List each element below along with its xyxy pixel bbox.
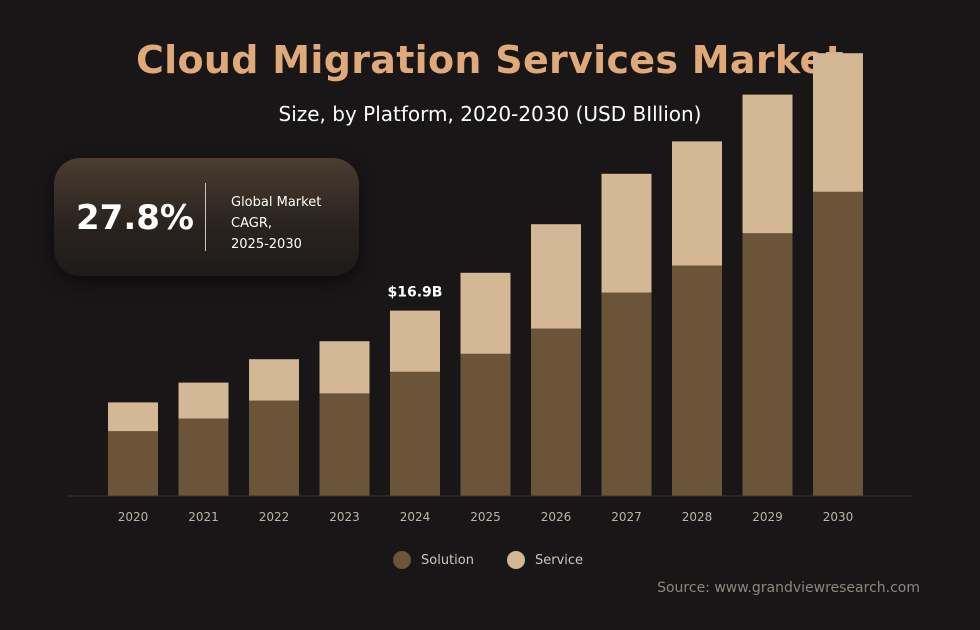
- bar-service-2021: [178, 382, 229, 419]
- bar-solution-2024: [390, 371, 440, 496]
- cagr-card: 27.8% Global Market CAGR, 2025-2030: [54, 158, 359, 276]
- x-tick-label: 2028: [682, 510, 713, 524]
- source-note: Source: www.grandviewresearch.com: [657, 580, 920, 596]
- bar-solution-2029: [742, 233, 793, 496]
- x-tick-label: 2022: [259, 510, 290, 524]
- data-label-2024: $16.9B: [388, 285, 443, 301]
- bar-service-2028: [672, 141, 722, 266]
- x-tick-label: 2023: [329, 510, 360, 524]
- cagr-label: Global Market CAGR, 2025-2030: [231, 192, 351, 255]
- x-tick-label: 2027: [611, 510, 642, 524]
- x-tick-label: 2021: [188, 510, 219, 524]
- bar-solution-2028: [672, 265, 722, 496]
- legend-swatch: [393, 551, 411, 569]
- x-tick-label: 2029: [752, 510, 783, 524]
- x-tick-label: 2025: [470, 510, 501, 524]
- cagr-divider: [205, 183, 206, 251]
- bars-group: [108, 53, 863, 497]
- page-subtitle: Size, by Platform, 2020-2030 (USD BIllio…: [278, 102, 702, 126]
- legend-label: Service: [534, 552, 584, 568]
- legend-swatch: [506, 551, 525, 569]
- bar-service-2029: [742, 94, 793, 234]
- bar-service-2023: [319, 341, 370, 394]
- cagr-value: 27.8%: [76, 198, 194, 238]
- bar-solution-2030: [813, 191, 863, 497]
- bar-service-2022: [249, 359, 299, 401]
- bar-solution-2026: [531, 328, 581, 496]
- bar-service-2020: [108, 402, 158, 432]
- bar-service-2026: [531, 224, 581, 329]
- legend: Solution Service: [393, 549, 616, 571]
- x-tick-label: 2020: [118, 510, 149, 524]
- x-tick-label: 2026: [541, 510, 572, 524]
- legend-label: Solution: [421, 552, 474, 568]
- x-tick-labels: 2020 2021 2022 2023 2024 2025 2026 2027 2028 2029…: [118, 510, 854, 524]
- bar-solution-2023: [319, 393, 370, 496]
- cagr-label-line: Global Market: [231, 195, 322, 210]
- x-tick-label: 2024: [400, 510, 431, 524]
- bar-solution-2022: [249, 400, 299, 496]
- bar-service-2025: [460, 272, 511, 354]
- bar-solution-2027: [601, 292, 652, 496]
- bar-solution-2025: [460, 353, 511, 496]
- bar-service-2030: [813, 53, 863, 192]
- annotations-group: $16.9B: [388, 285, 443, 301]
- page-title: Cloud Migration Services Market: [135, 38, 844, 82]
- bar-solution-2021: [178, 418, 229, 496]
- cagr-label-line: 2025-2030: [231, 237, 302, 252]
- bar-service-2027: [601, 173, 652, 293]
- bar-solution-2020: [108, 431, 158, 496]
- cagr-label-line: CAGR,: [231, 216, 272, 231]
- x-tick-label: 2030: [823, 510, 854, 524]
- bar-service-2024: [390, 310, 440, 372]
- legend-item-service: Service: [506, 551, 584, 569]
- legend-item-solution: Solution: [393, 551, 474, 569]
